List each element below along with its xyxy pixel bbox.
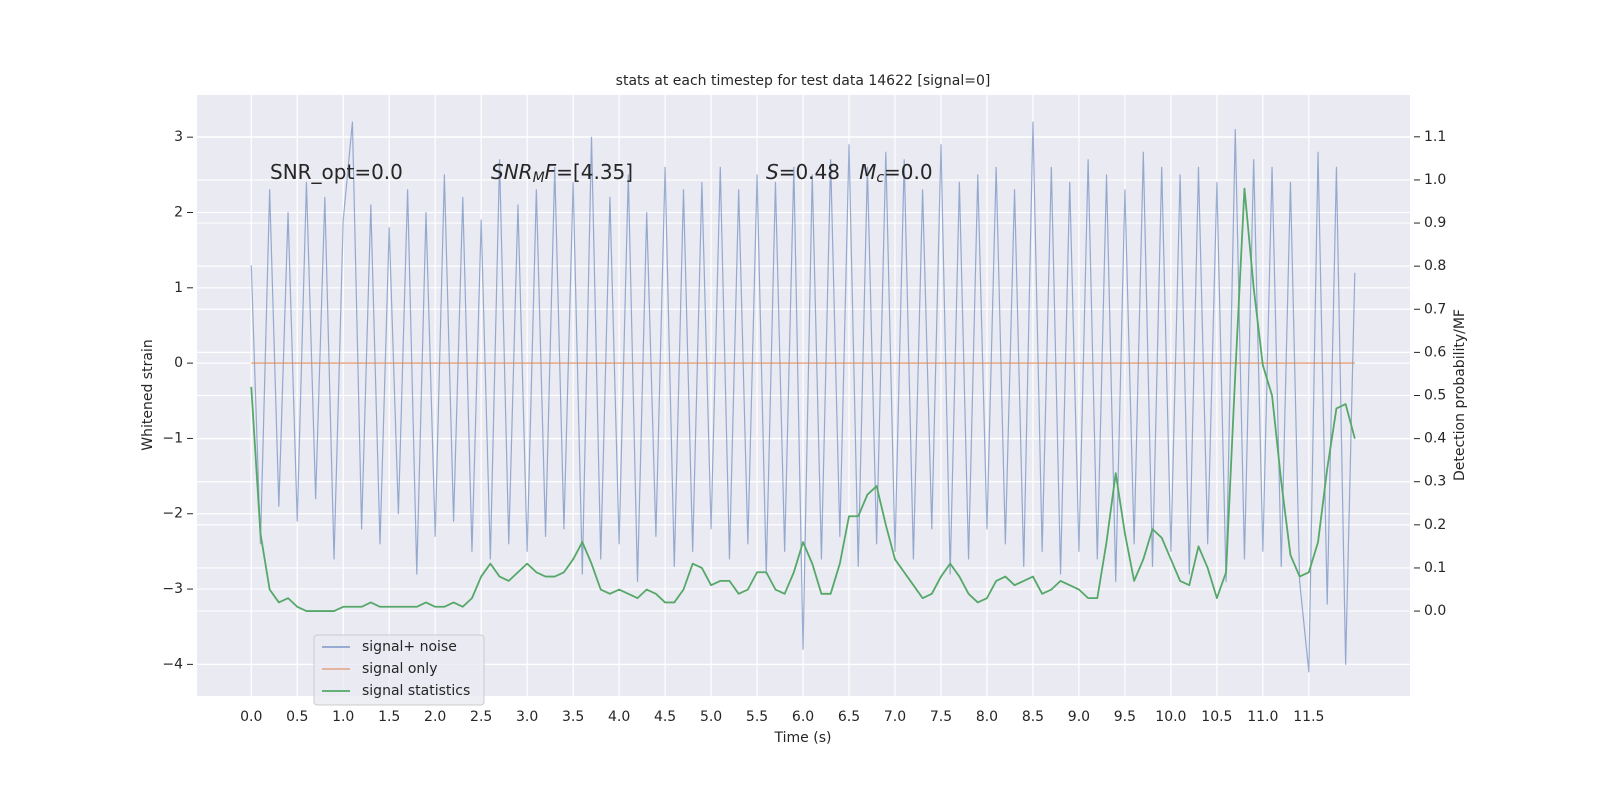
x-tick-label: 0.5 [286,709,308,725]
annotation-part: M [533,170,545,186]
x-tick-label: 2.0 [424,709,446,725]
legend-label: signal statistics [362,683,470,699]
annotation-part: c [876,170,884,186]
annotation-part: =0.48 [779,160,859,184]
x-tick-label: 11.5 [1293,709,1324,725]
x-tick-label: 1.5 [378,709,400,725]
x-tick-label: 5.5 [746,709,768,725]
y2-axis-label: Detection probability/MF [1452,309,1468,481]
y-tick-label: −4 [162,656,183,672]
y2-tick-label: 0.3 [1424,474,1446,490]
annotation: SNRMF=[4.35] [491,160,633,187]
y2-tick-label: 0.8 [1424,258,1446,274]
y2-tick-label: 0.4 [1424,431,1446,447]
y2-tick-label: 0.7 [1424,301,1446,317]
annotation: SNR_opt=0.0 [270,160,403,184]
legend-label: signal+ noise [362,639,457,655]
y2-tick-label: 0.6 [1424,344,1446,360]
x-tick-label: 7.5 [930,709,952,725]
x-tick-label: 0.0 [240,709,262,725]
x-tick-label: 10.5 [1201,709,1232,725]
y-tick-label: −2 [162,506,183,522]
x-tick-label: 11.0 [1247,709,1278,725]
annotation-part: SNR_opt=0.0 [270,160,403,184]
y-tick-label: 1 [174,280,183,296]
x-tick-label: 10.0 [1155,709,1186,725]
y2-tick-label: 0.9 [1424,215,1446,231]
y-axis-label: Whitened strain [140,339,156,450]
series-line [250,187,1356,612]
annotation-part: SNR [491,160,533,184]
y2-tick-label: 0.1 [1424,560,1446,576]
y2-tick-label: 0.2 [1424,517,1446,533]
x-tick-label: 2.5 [470,709,492,725]
y-tick-label: 0 [174,355,183,371]
x-tick-label: 9.0 [1068,709,1090,725]
legend-label: signal only [362,661,437,677]
y-tick-label: 3 [174,129,183,145]
x-tick-label: 4.0 [608,709,630,725]
y-tick-label: 2 [174,204,183,220]
annotation-part: M [859,160,876,184]
x-axis-label: Time (s) [774,730,832,746]
annotation-part: S [766,160,779,184]
x-tick-label: 6.0 [792,709,814,725]
chart-title: stats at each timestep for test data 146… [616,73,991,89]
annotation-part: =[4.35] [556,160,633,184]
x-tick-label: 9.5 [1114,709,1136,725]
x-tick-label: 1.0 [332,709,354,725]
x-tick-label: 8.5 [1022,709,1044,725]
y2-tick-label: 1.1 [1424,129,1446,145]
y2-tick-label: 1.0 [1424,172,1446,188]
x-tick-label: 8.0 [976,709,998,725]
x-tick-label: 7.0 [884,709,906,725]
y-tick-label: −1 [162,430,183,446]
annotation: S=0.48 Mc=0.0 [766,160,933,187]
legend-box [313,634,485,706]
x-tick-label: 6.5 [838,709,860,725]
series-line [250,121,1356,673]
annotation-part: =0.0 [884,160,933,184]
x-tick-label: 4.5 [654,709,676,725]
y2-tick-label: 0.5 [1424,388,1446,404]
x-tick-label: 5.0 [700,709,722,725]
y-tick-label: −3 [162,581,183,597]
annotation-part: F [545,160,557,184]
x-tick-label: 3.5 [562,709,584,725]
x-tick-label: 3.0 [516,709,538,725]
y2-tick-label: 0.0 [1424,603,1446,619]
